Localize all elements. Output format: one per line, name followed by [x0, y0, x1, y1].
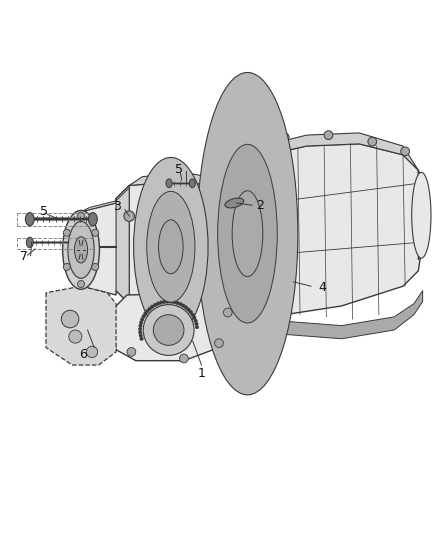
Ellipse shape — [139, 334, 142, 337]
Ellipse shape — [74, 237, 88, 263]
Ellipse shape — [64, 229, 71, 236]
Text: 4: 4 — [318, 280, 326, 294]
Ellipse shape — [166, 179, 172, 188]
Ellipse shape — [145, 309, 149, 313]
Ellipse shape — [92, 229, 99, 236]
Ellipse shape — [218, 144, 277, 323]
Ellipse shape — [124, 211, 134, 221]
Text: 5: 5 — [175, 163, 183, 176]
Ellipse shape — [191, 313, 194, 317]
Polygon shape — [116, 181, 234, 308]
Polygon shape — [46, 286, 116, 365]
Ellipse shape — [134, 157, 208, 336]
Ellipse shape — [225, 198, 244, 208]
Polygon shape — [112, 293, 234, 361]
Ellipse shape — [139, 321, 143, 324]
Ellipse shape — [25, 213, 34, 226]
Ellipse shape — [153, 314, 184, 345]
Ellipse shape — [412, 172, 431, 258]
Text: 5: 5 — [40, 205, 48, 218]
Ellipse shape — [148, 307, 152, 311]
Polygon shape — [234, 144, 423, 314]
Text: 1: 1 — [198, 367, 205, 381]
Ellipse shape — [223, 308, 232, 317]
Ellipse shape — [215, 339, 223, 348]
Ellipse shape — [63, 211, 99, 289]
Ellipse shape — [69, 330, 82, 343]
Ellipse shape — [197, 72, 298, 395]
Text: 7: 7 — [20, 250, 28, 263]
Ellipse shape — [232, 191, 263, 277]
Ellipse shape — [78, 212, 85, 219]
Ellipse shape — [61, 310, 79, 328]
Ellipse shape — [142, 314, 145, 318]
Text: 6: 6 — [79, 349, 87, 361]
Ellipse shape — [151, 305, 154, 309]
Ellipse shape — [368, 138, 377, 146]
Ellipse shape — [176, 301, 179, 305]
Ellipse shape — [138, 327, 142, 331]
Ellipse shape — [193, 316, 196, 319]
Ellipse shape — [226, 157, 268, 310]
Ellipse shape — [162, 300, 166, 304]
Ellipse shape — [143, 304, 194, 356]
Ellipse shape — [194, 319, 197, 322]
Ellipse shape — [182, 304, 185, 308]
Ellipse shape — [189, 179, 195, 188]
Ellipse shape — [189, 310, 193, 314]
Ellipse shape — [194, 322, 198, 326]
Ellipse shape — [26, 237, 33, 248]
Ellipse shape — [180, 354, 188, 363]
Ellipse shape — [86, 346, 98, 358]
Ellipse shape — [92, 263, 99, 270]
Ellipse shape — [195, 326, 199, 329]
Ellipse shape — [179, 302, 182, 306]
Ellipse shape — [280, 133, 289, 142]
Text: 2: 2 — [256, 199, 264, 212]
Ellipse shape — [140, 337, 143, 341]
Ellipse shape — [166, 300, 170, 303]
Ellipse shape — [138, 330, 142, 334]
Polygon shape — [418, 170, 425, 260]
Ellipse shape — [187, 308, 191, 311]
Ellipse shape — [139, 324, 142, 328]
Ellipse shape — [401, 147, 410, 156]
Ellipse shape — [184, 306, 188, 309]
Polygon shape — [116, 185, 129, 304]
Ellipse shape — [153, 303, 157, 306]
Ellipse shape — [88, 213, 97, 226]
Ellipse shape — [159, 301, 163, 304]
Ellipse shape — [64, 263, 71, 270]
Ellipse shape — [169, 300, 173, 303]
Ellipse shape — [68, 221, 94, 278]
Ellipse shape — [144, 312, 147, 316]
Polygon shape — [81, 185, 129, 212]
Ellipse shape — [173, 300, 176, 304]
Ellipse shape — [324, 131, 333, 140]
Polygon shape — [247, 290, 423, 339]
Ellipse shape — [147, 191, 195, 302]
Polygon shape — [81, 185, 129, 304]
Polygon shape — [129, 172, 234, 203]
Ellipse shape — [156, 302, 160, 305]
Ellipse shape — [159, 220, 183, 274]
Text: 3: 3 — [113, 199, 121, 213]
Ellipse shape — [78, 280, 85, 287]
Ellipse shape — [232, 177, 263, 290]
Ellipse shape — [141, 318, 144, 321]
Ellipse shape — [127, 348, 136, 356]
Polygon shape — [247, 133, 418, 170]
